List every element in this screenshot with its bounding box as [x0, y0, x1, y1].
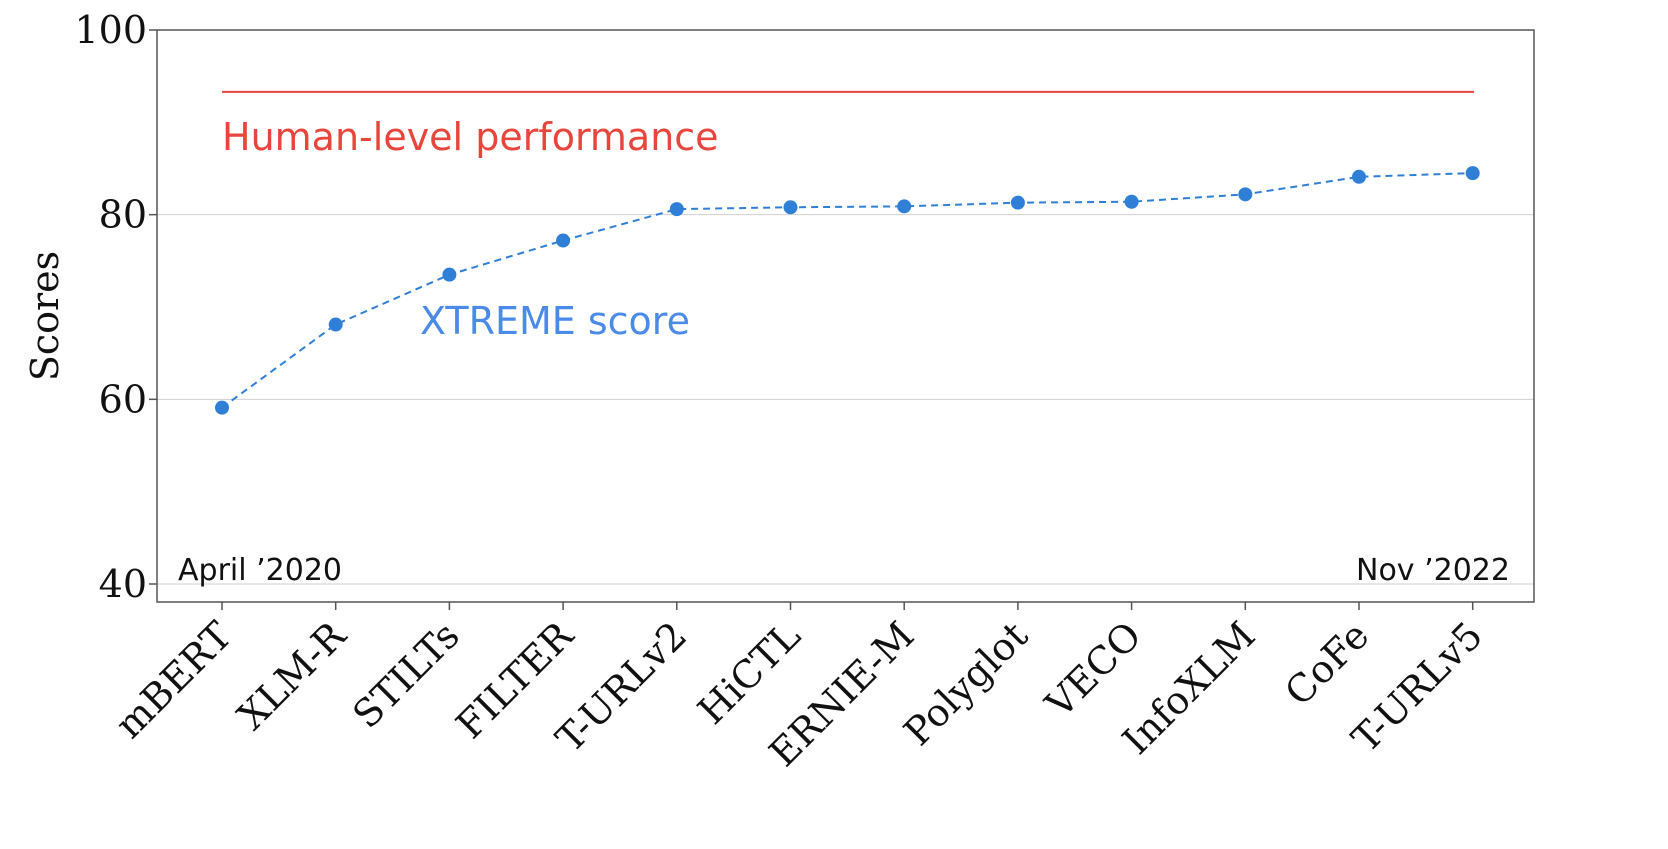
annotation-start: April ’2020 — [178, 553, 342, 588]
x-tick-label: Polyglot — [895, 613, 1036, 754]
reference-layer: Human-level performance — [222, 90, 1474, 159]
x-tick-label: VECO — [1037, 613, 1150, 726]
series-line — [221, 172, 1473, 409]
data-point — [1352, 169, 1366, 184]
data-point — [1010, 195, 1025, 210]
data-point — [1238, 187, 1253, 202]
data-point — [442, 267, 457, 282]
data-point — [897, 199, 912, 214]
y-tick-layer: 40 60 80 100 — [74, 8, 157, 606]
data-point — [556, 233, 571, 248]
x-tick-label: mBERT — [107, 613, 241, 747]
x-tick-layer: mBERTXLM-RSTILTsFILTERT-URLv2HiCTLERNIE-… — [107, 602, 1491, 775]
x-tick-label: CoFe — [1276, 613, 1377, 714]
reference-line-label: Human-level performance — [222, 115, 719, 159]
y-tick-label: 40 — [99, 562, 147, 606]
data-point — [669, 202, 684, 217]
series-label: XTREME score — [420, 299, 690, 343]
data-point — [215, 400, 229, 415]
annotation-end: Nov ’2022 — [1356, 553, 1510, 588]
y-tick-label: 100 — [74, 8, 147, 52]
series-layer: XTREME score — [215, 166, 1480, 415]
plot-frame — [156, 29, 1535, 603]
data-point — [1465, 166, 1480, 181]
x-tick-label: XLM-R — [229, 612, 355, 738]
y-axis-title: Scores — [23, 251, 67, 381]
y-tick-label: 60 — [99, 377, 147, 421]
grid-layer — [157, 214, 1534, 585]
data-point — [783, 200, 798, 215]
data-point — [328, 317, 343, 332]
y-tick-label: 80 — [99, 193, 147, 237]
data-point — [1124, 194, 1139, 209]
